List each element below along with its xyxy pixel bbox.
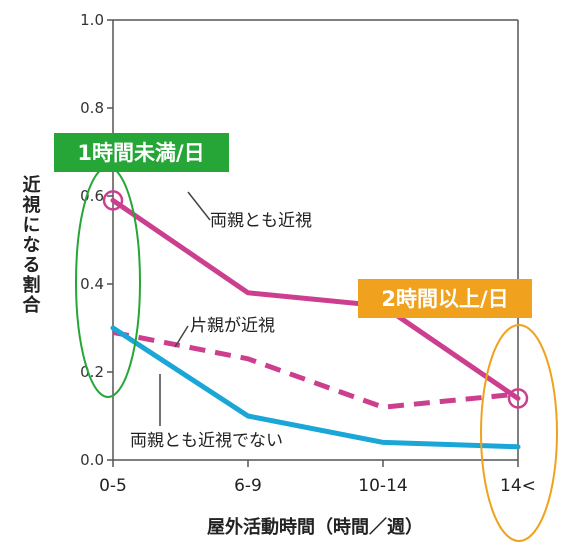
series-label: 片親が近視 [190,316,275,336]
end-point-marker [507,388,529,409]
series-line-1 [112,329,519,410]
x-tick-label: 14< [500,476,536,496]
y-tick-label: 0.6 [80,187,104,205]
highlight-ellipse-right [480,324,558,542]
series-label: 両親とも近視 [210,211,312,231]
series-label: 両親とも近視でない [130,431,283,451]
series-line-2 [110,325,521,450]
series-line-0 [110,197,521,401]
y-tick-label: 0.8 [80,99,104,117]
x-tick-label: 10-14 [358,476,407,496]
y-tick-label: 1.0 [80,11,104,29]
annotation-label-left: 1時間未満/日 [77,141,204,165]
y-tick-label: 0.0 [80,451,104,469]
annotation-box-right [358,279,532,318]
start-point-marker [102,190,124,211]
x-axis-title: 屋外活動時間（時間／週） [207,516,423,538]
y-tick-label: 0.2 [80,363,104,381]
series-label-leader [187,191,211,221]
y-axis-title: 近視になる割合 [20,174,42,315]
x-tick-label: 0-5 [99,476,127,496]
y-tick-label: 0.4 [80,275,104,293]
annotation-box-left [54,133,229,172]
x-tick-label: 6-9 [234,476,262,496]
series-label-leader [174,325,189,348]
annotation-label-right: 2時間以上/日 [381,287,508,311]
